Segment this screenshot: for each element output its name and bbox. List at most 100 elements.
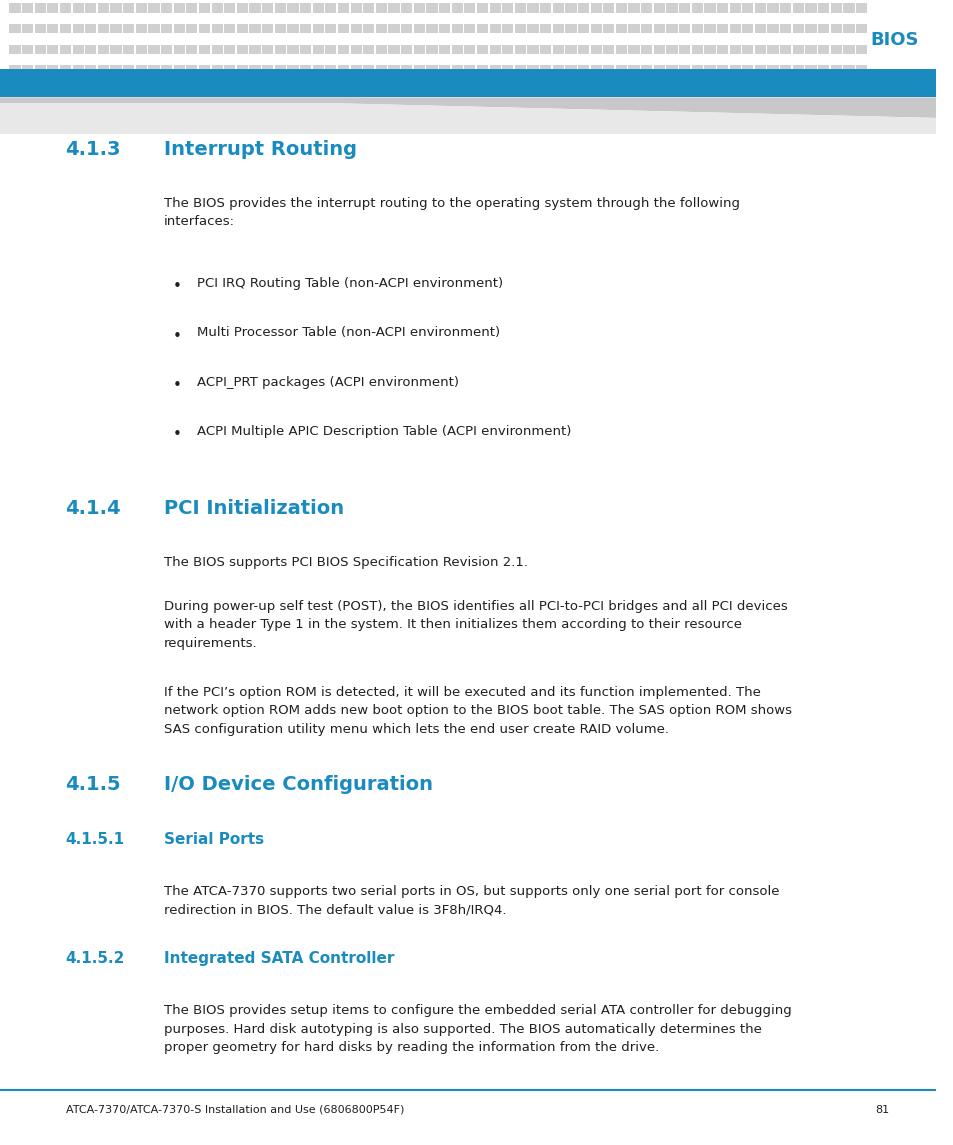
FancyBboxPatch shape <box>34 3 46 13</box>
FancyBboxPatch shape <box>489 24 500 33</box>
Text: •: • <box>173 378 182 393</box>
FancyBboxPatch shape <box>741 45 753 54</box>
FancyBboxPatch shape <box>691 24 702 33</box>
FancyBboxPatch shape <box>501 45 513 54</box>
Text: Serial Ports: Serial Ports <box>164 832 264 847</box>
FancyBboxPatch shape <box>666 3 677 13</box>
FancyBboxPatch shape <box>515 24 525 33</box>
FancyBboxPatch shape <box>350 45 361 54</box>
FancyBboxPatch shape <box>640 65 652 74</box>
FancyBboxPatch shape <box>855 24 866 33</box>
Text: The BIOS supports PCI BIOS Specification Revision 2.1.: The BIOS supports PCI BIOS Specification… <box>164 556 527 569</box>
FancyBboxPatch shape <box>578 3 589 13</box>
FancyBboxPatch shape <box>515 3 525 13</box>
FancyBboxPatch shape <box>249 3 260 13</box>
FancyBboxPatch shape <box>501 3 513 13</box>
FancyBboxPatch shape <box>236 3 248 13</box>
FancyBboxPatch shape <box>830 45 841 54</box>
FancyBboxPatch shape <box>149 45 159 54</box>
FancyBboxPatch shape <box>666 65 677 74</box>
FancyBboxPatch shape <box>804 24 816 33</box>
Text: Integrated SATA Controller: Integrated SATA Controller <box>164 951 394 966</box>
FancyBboxPatch shape <box>691 65 702 74</box>
FancyBboxPatch shape <box>501 24 513 33</box>
FancyBboxPatch shape <box>666 24 677 33</box>
FancyBboxPatch shape <box>703 3 715 13</box>
FancyBboxPatch shape <box>123 45 134 54</box>
FancyBboxPatch shape <box>804 65 816 74</box>
FancyBboxPatch shape <box>565 45 576 54</box>
FancyBboxPatch shape <box>10 45 21 54</box>
Text: 4.1.5.1: 4.1.5.1 <box>66 832 125 847</box>
Text: The ATCA-7370 supports two serial ports in OS, but supports only one serial port: The ATCA-7370 supports two serial ports … <box>164 885 779 917</box>
FancyBboxPatch shape <box>717 3 727 13</box>
FancyBboxPatch shape <box>817 65 828 74</box>
Polygon shape <box>0 103 935 134</box>
FancyBboxPatch shape <box>780 24 791 33</box>
FancyBboxPatch shape <box>186 45 197 54</box>
FancyBboxPatch shape <box>249 45 260 54</box>
FancyBboxPatch shape <box>640 3 652 13</box>
FancyBboxPatch shape <box>299 65 311 74</box>
FancyBboxPatch shape <box>552 3 563 13</box>
FancyBboxPatch shape <box>717 24 727 33</box>
FancyBboxPatch shape <box>400 65 412 74</box>
FancyBboxPatch shape <box>438 65 450 74</box>
FancyBboxPatch shape <box>515 65 525 74</box>
FancyBboxPatch shape <box>236 65 248 74</box>
FancyBboxPatch shape <box>337 45 349 54</box>
FancyBboxPatch shape <box>111 45 122 54</box>
FancyBboxPatch shape <box>22 45 33 54</box>
FancyBboxPatch shape <box>98 65 109 74</box>
FancyBboxPatch shape <box>299 24 311 33</box>
FancyBboxPatch shape <box>830 24 841 33</box>
FancyBboxPatch shape <box>792 3 803 13</box>
FancyBboxPatch shape <box>565 24 576 33</box>
FancyBboxPatch shape <box>855 3 866 13</box>
FancyBboxPatch shape <box>325 24 336 33</box>
FancyBboxPatch shape <box>313 45 323 54</box>
FancyBboxPatch shape <box>262 65 273 74</box>
FancyBboxPatch shape <box>565 3 576 13</box>
FancyBboxPatch shape <box>313 65 323 74</box>
FancyBboxPatch shape <box>287 3 298 13</box>
Text: I/O Device Configuration: I/O Device Configuration <box>164 775 433 795</box>
FancyBboxPatch shape <box>792 65 803 74</box>
FancyBboxPatch shape <box>780 65 791 74</box>
Text: ACPI Multiple APIC Description Table (ACPI environment): ACPI Multiple APIC Description Table (AC… <box>196 425 570 437</box>
FancyBboxPatch shape <box>388 45 399 54</box>
FancyBboxPatch shape <box>489 65 500 74</box>
FancyBboxPatch shape <box>85 3 96 13</box>
FancyBboxPatch shape <box>375 24 387 33</box>
FancyBboxPatch shape <box>236 24 248 33</box>
FancyBboxPatch shape <box>792 45 803 54</box>
FancyBboxPatch shape <box>274 65 286 74</box>
FancyBboxPatch shape <box>703 45 715 54</box>
FancyBboxPatch shape <box>527 24 538 33</box>
FancyBboxPatch shape <box>22 3 33 13</box>
FancyBboxPatch shape <box>149 65 159 74</box>
FancyBboxPatch shape <box>602 65 614 74</box>
FancyBboxPatch shape <box>628 45 639 54</box>
FancyBboxPatch shape <box>679 45 690 54</box>
FancyBboxPatch shape <box>438 24 450 33</box>
FancyBboxPatch shape <box>552 24 563 33</box>
FancyBboxPatch shape <box>741 65 753 74</box>
Text: BIOS: BIOS <box>869 31 918 49</box>
FancyBboxPatch shape <box>451 24 462 33</box>
FancyBboxPatch shape <box>414 45 424 54</box>
FancyBboxPatch shape <box>236 45 248 54</box>
FancyBboxPatch shape <box>249 24 260 33</box>
FancyBboxPatch shape <box>60 3 71 13</box>
FancyBboxPatch shape <box>60 45 71 54</box>
FancyBboxPatch shape <box>616 65 626 74</box>
FancyBboxPatch shape <box>186 3 197 13</box>
FancyBboxPatch shape <box>640 24 652 33</box>
FancyBboxPatch shape <box>224 3 235 13</box>
FancyBboxPatch shape <box>22 65 33 74</box>
FancyBboxPatch shape <box>48 65 58 74</box>
FancyBboxPatch shape <box>628 3 639 13</box>
FancyBboxPatch shape <box>489 3 500 13</box>
FancyBboxPatch shape <box>400 24 412 33</box>
FancyBboxPatch shape <box>653 65 664 74</box>
